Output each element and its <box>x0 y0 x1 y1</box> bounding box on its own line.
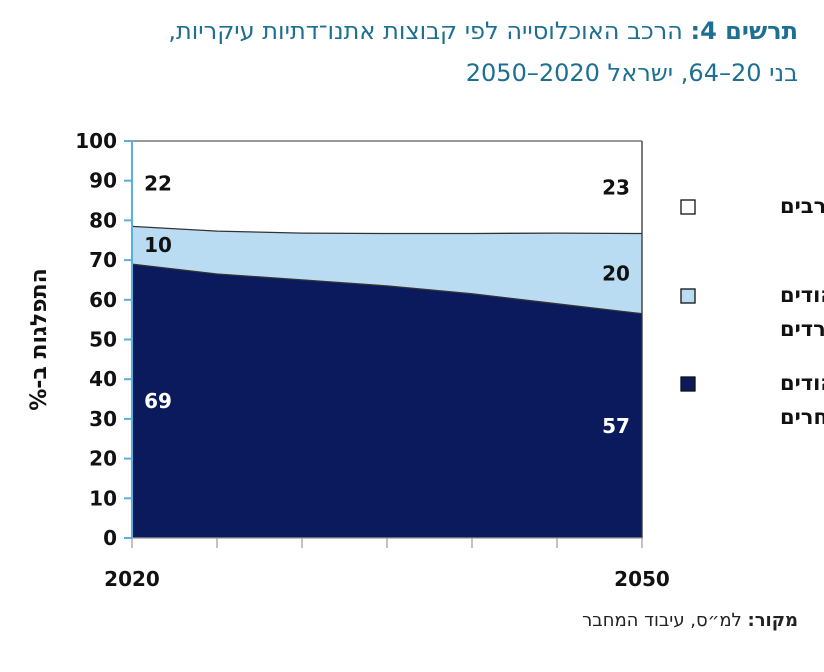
title-figure-number: תרשים 4: <box>690 17 799 45</box>
data-label-end: 23 <box>602 175 630 199</box>
y-tick-label: 0 <box>103 526 117 550</box>
data-label-end: 57 <box>602 414 630 438</box>
legend-swatch <box>680 288 696 304</box>
chart-title: תרשים 4: הרכב האוכלוסייה לפי קבוצות אתנו… <box>18 10 798 94</box>
y-tick-label: 80 <box>89 208 117 232</box>
data-label-start: 10 <box>144 233 172 257</box>
y-axis-title: התפלגות ב-% <box>27 268 52 411</box>
title-text-1: הרכב האוכלוסייה לפי קבוצות אתנו־דתיות עי… <box>168 17 691 45</box>
legend-label: יהודים <box>780 371 824 395</box>
y-tick-label: 50 <box>89 328 117 352</box>
title-line-2: בני 20–64, ישראל 2020–2050 <box>465 59 798 87</box>
legend-label: יהודים <box>780 283 824 307</box>
legend-swatch <box>680 376 696 392</box>
data-label-end: 20 <box>602 262 630 286</box>
series-boundary-line-0 <box>131 263 643 315</box>
y-tick-label: 10 <box>89 486 117 510</box>
source-note: מקור: למ״ס, עיבוד המחבר <box>582 610 798 631</box>
y-tick-label: 70 <box>89 248 117 272</box>
area-series-0 <box>132 264 642 538</box>
y-tick-label: 90 <box>89 169 117 193</box>
source-label: מקור: <box>747 610 799 631</box>
legend-swatch <box>680 199 696 215</box>
x-tick-label: 2050 <box>614 567 670 591</box>
title-line-1: תרשים 4: הרכב האוכלוסייה לפי קבוצות אתנו… <box>18 10 798 52</box>
source-text: למ״ס, עיבוד המחבר <box>582 610 748 631</box>
series-boundary-line-1 <box>131 225 643 235</box>
x-tick-label: 2020 <box>104 567 160 591</box>
data-label-start: 22 <box>144 172 172 196</box>
y-tick-label: 60 <box>89 288 117 312</box>
y-tick-label: 40 <box>89 367 117 391</box>
data-label-start: 69 <box>144 389 172 413</box>
y-tick-label: 20 <box>89 447 117 471</box>
y-tick-label: 30 <box>89 407 117 431</box>
legend-label: חרדים <box>780 317 824 341</box>
legend-label: ערבים <box>780 194 824 218</box>
y-tick-label: 100 <box>75 129 117 153</box>
legend-label: אחרים <box>780 405 824 429</box>
area-series-1 <box>132 226 642 314</box>
area-series-2 <box>132 141 642 234</box>
